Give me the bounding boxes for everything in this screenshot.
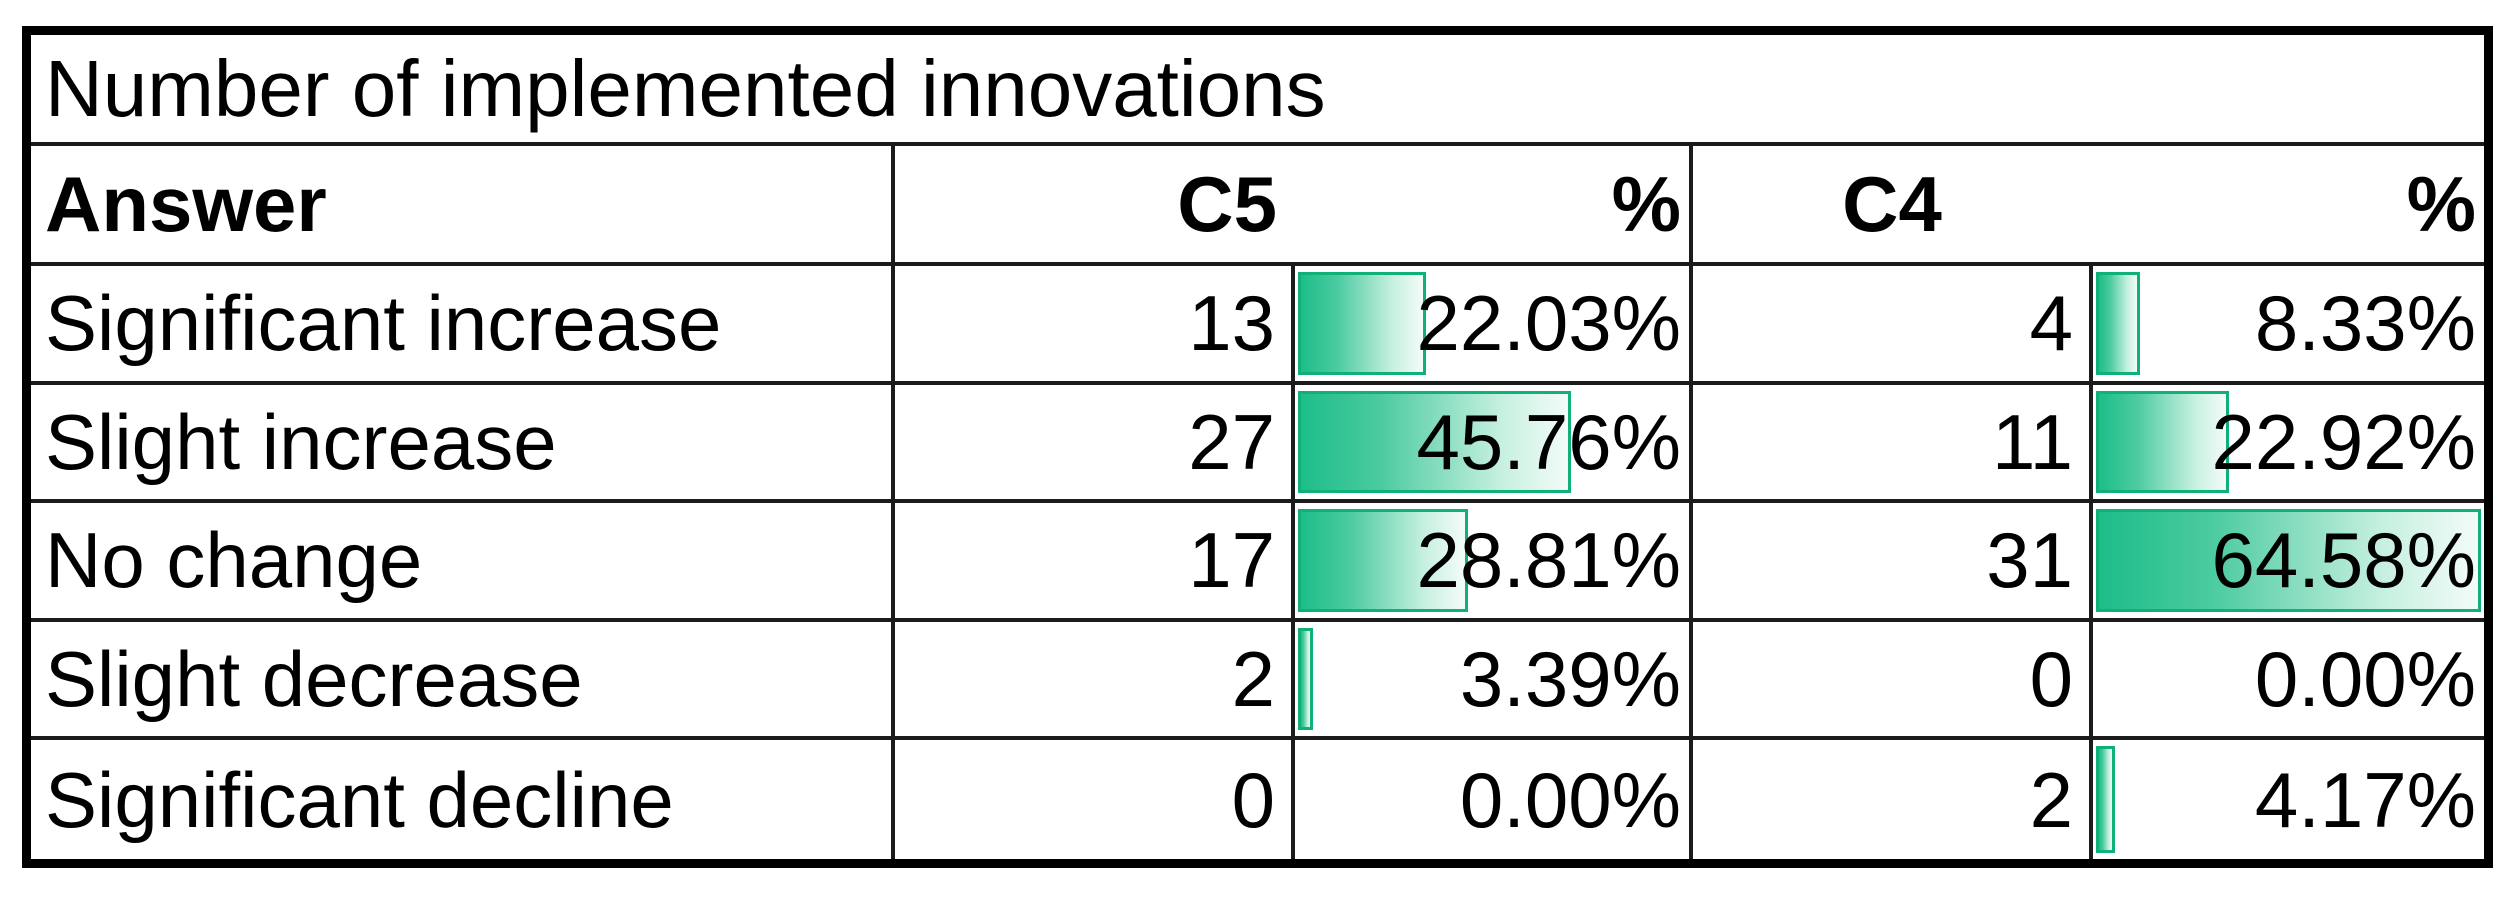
header-answer: Answer (31, 146, 895, 266)
row-c4-percent-cell: 8.33% (2093, 266, 2484, 385)
header-c4: C4 (1842, 160, 1942, 248)
c5-databar (1298, 627, 1313, 731)
c4-databar (2096, 509, 2481, 612)
row-c5-count: 27 (895, 384, 1295, 504)
row-answer: No change (31, 503, 895, 622)
header-group-c5: C5 % (895, 146, 1693, 266)
row-answer: Slight decrease (31, 621, 895, 741)
row-c4-count: 2 (1693, 740, 2093, 859)
header-c4-percent: % (2406, 160, 2476, 248)
row-c5-percent-cell: 28.81% (1295, 503, 1693, 622)
row-c4-percent: 64.58% (2211, 516, 2476, 605)
row-c5-percent: 3.39% (1459, 635, 1681, 724)
header-group-c4: C4 % (1693, 146, 2484, 266)
row-answer: Significant increase (31, 266, 895, 385)
row-c4-percent: 8.33% (2254, 279, 2476, 368)
row-c4-percent-cell: 0.00% (2093, 621, 2484, 741)
row-c5-percent: 22.03% (1416, 279, 1681, 368)
c5-databar (1298, 272, 1427, 375)
row-c5-count: 2 (895, 621, 1295, 741)
row-c4-percent: 22.92% (2211, 397, 2476, 486)
row-c4-count: 4 (1693, 266, 2093, 385)
row-c5-percent: 45.76% (1416, 397, 1681, 486)
innovations-table: Number of implemented innovations Answer… (22, 26, 2493, 868)
row-c5-count: 13 (895, 266, 1295, 385)
table-title: Number of implemented innovations (31, 35, 2484, 146)
row-c5-percent-cell: 45.76% (1295, 384, 1693, 504)
row-c5-percent-cell: 22.03% (1295, 266, 1693, 385)
c5-databar (1298, 390, 1572, 494)
header-c5-percent: % (1611, 160, 1681, 248)
header-c5: C5 (1177, 160, 1277, 248)
row-c4-count: 0 (1693, 621, 2093, 741)
row-c4-percent-cell: 22.92% (2093, 384, 2484, 504)
row-answer: Slight increase (31, 384, 895, 504)
c4-databar (2096, 746, 2116, 853)
c4-databar (2096, 272, 2141, 375)
c4-databar (2096, 390, 2229, 494)
c5-databar (1298, 509, 1468, 612)
row-c5-percent-cell: 3.39% (1295, 621, 1693, 741)
row-c4-percent: 4.17% (2254, 755, 2476, 844)
row-c5-percent: 0.00% (1459, 755, 1681, 844)
row-c4-count: 31 (1693, 503, 2093, 622)
row-c5-count: 0 (895, 740, 1295, 859)
row-c5-percent: 28.81% (1416, 516, 1681, 605)
row-c4-count: 11 (1693, 384, 2093, 504)
row-c4-percent-cell: 4.17% (2093, 740, 2484, 859)
row-c4-percent: 0.00% (2254, 635, 2476, 724)
row-c5-percent-cell: 0.00% (1295, 740, 1693, 859)
row-c5-count: 17 (895, 503, 1295, 622)
row-answer: Significant decline (31, 740, 895, 859)
row-c4-percent-cell: 64.58% (2093, 503, 2484, 622)
